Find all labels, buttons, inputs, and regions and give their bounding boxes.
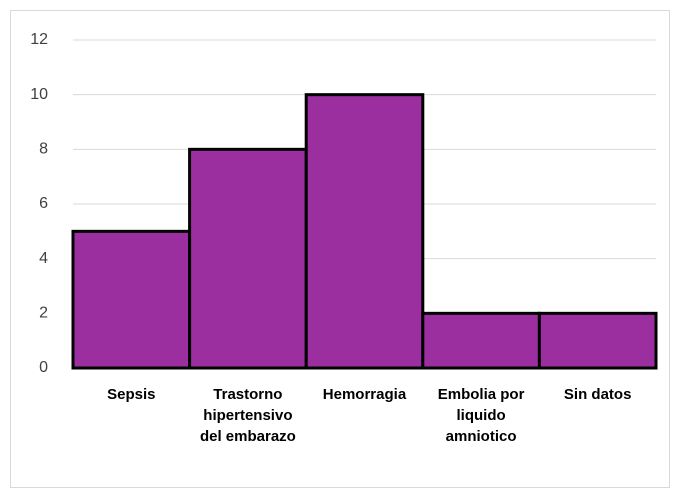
bar — [71, 229, 192, 370]
x-tick-label: Embolia por liquido amniotico — [437, 386, 525, 445]
x-tick-label: Sepsis — [107, 386, 156, 403]
y-tick-label: 4 — [39, 250, 48, 267]
x-tick-label: Sin datos — [563, 386, 632, 403]
y-tick-label: 2 — [39, 305, 48, 322]
bar — [537, 311, 658, 370]
bar — [188, 147, 308, 370]
x-tick-label: Trastorno hipertensivo del embarazo — [199, 386, 296, 445]
y-tick-label: 10 — [30, 86, 48, 103]
x-tick-label: Hemorragia — [322, 386, 407, 403]
bar — [304, 93, 425, 370]
y-tick-label: 0 — [39, 359, 48, 376]
y-tick-label: 8 — [39, 141, 48, 158]
y-tick-label: 12 — [30, 31, 48, 48]
bar — [421, 311, 541, 370]
y-tick-label: 6 — [39, 195, 48, 212]
